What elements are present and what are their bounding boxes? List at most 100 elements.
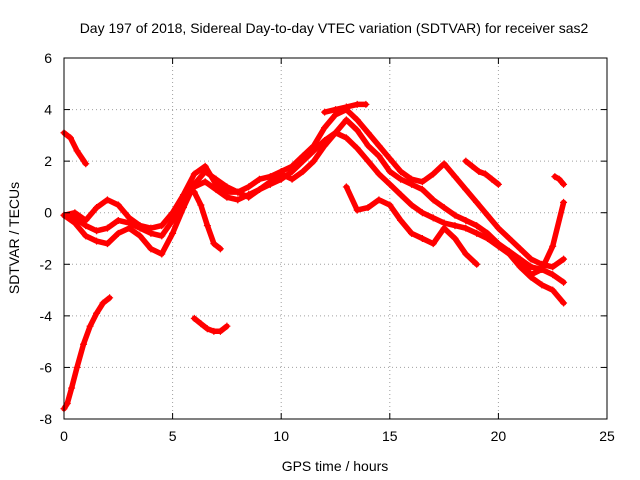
series-line <box>191 189 224 252</box>
series-track-f <box>190 314 231 335</box>
data-point <box>397 216 405 224</box>
data-point <box>484 229 492 237</box>
y-tick-label: 2 <box>44 153 52 169</box>
chart-title: Day 197 of 2018, Sidereal Day-to-day VTE… <box>80 20 589 36</box>
data-point <box>93 309 101 317</box>
data-point <box>549 271 557 279</box>
series-track-k <box>505 198 568 279</box>
x-tick-label: 5 <box>169 428 177 444</box>
data-point <box>475 167 483 175</box>
y-tick-label: -8 <box>40 411 53 427</box>
data-point <box>255 186 263 194</box>
data-point <box>375 196 383 204</box>
series-line <box>61 130 89 167</box>
data-point <box>397 175 405 183</box>
data-point <box>429 170 437 178</box>
data-point <box>362 100 370 108</box>
y-tick-label: -2 <box>40 256 53 272</box>
data-point <box>201 162 209 170</box>
x-axis-label: GPS time / hours <box>282 458 389 474</box>
data-point <box>310 157 318 165</box>
data-point <box>203 325 211 333</box>
data-point <box>103 196 111 204</box>
data-point <box>451 173 459 181</box>
data-point <box>418 186 426 194</box>
data-point <box>440 160 448 168</box>
data-point <box>288 162 296 170</box>
data-point <box>342 183 350 191</box>
data-point <box>481 170 489 178</box>
data-point <box>473 260 481 268</box>
data-point <box>169 216 177 224</box>
data-point <box>549 242 557 250</box>
data-point <box>190 188 198 196</box>
data-point <box>299 167 307 175</box>
data-point <box>342 116 350 124</box>
data-point <box>364 204 372 212</box>
data-point <box>551 173 559 181</box>
data-point <box>549 286 557 294</box>
data-point <box>462 186 470 194</box>
data-point <box>93 227 101 235</box>
data-point <box>386 180 394 188</box>
data-point <box>429 214 437 222</box>
series-track-d <box>60 116 568 286</box>
data-point <box>440 224 448 232</box>
data-point <box>429 196 437 204</box>
y-tick-label: 0 <box>44 205 52 221</box>
series-track-j <box>462 157 502 188</box>
data-point <box>277 167 285 175</box>
data-point <box>538 265 546 273</box>
data-point <box>71 209 79 217</box>
data-point <box>353 116 361 124</box>
data-point <box>342 103 350 111</box>
data-point <box>190 170 198 178</box>
data-point <box>103 224 111 232</box>
x-tick-label: 20 <box>491 428 507 444</box>
data-point <box>245 193 253 201</box>
data-point <box>136 232 144 240</box>
data-point <box>440 204 448 212</box>
data-point <box>560 180 568 188</box>
series-line <box>61 106 567 270</box>
data-point <box>494 180 502 188</box>
data-point <box>234 196 242 204</box>
data-point <box>147 224 155 232</box>
data-point <box>86 322 94 330</box>
data-point <box>80 340 88 348</box>
data-point <box>418 235 426 242</box>
data-point <box>375 142 383 150</box>
data-point <box>549 263 557 271</box>
data-point <box>201 178 209 186</box>
data-point <box>353 144 361 152</box>
data-point <box>505 250 513 258</box>
x-tick-label: 10 <box>273 428 289 444</box>
data-point <box>527 263 535 271</box>
data-point <box>299 152 307 160</box>
data-point <box>555 175 563 183</box>
data-point <box>488 175 496 183</box>
data-point <box>484 211 492 219</box>
data-point <box>197 320 205 328</box>
data-point <box>179 204 187 212</box>
data-point <box>527 255 535 263</box>
data-point <box>63 400 71 408</box>
x-tick-label: 0 <box>60 428 68 444</box>
data-point <box>468 162 476 170</box>
series-line <box>61 295 113 412</box>
data-point <box>408 229 416 237</box>
series-line <box>463 158 502 188</box>
data-point <box>245 183 253 191</box>
data-point <box>158 232 166 240</box>
data-point <box>321 142 329 150</box>
data-point <box>67 134 75 142</box>
data-point <box>353 100 361 108</box>
data-point <box>386 201 394 209</box>
data-point <box>342 134 350 142</box>
x-tick-label: 15 <box>382 428 398 444</box>
series-group <box>60 100 568 413</box>
data-point <box>82 216 90 224</box>
data-point <box>321 108 329 116</box>
y-tick-label: -4 <box>40 308 53 324</box>
